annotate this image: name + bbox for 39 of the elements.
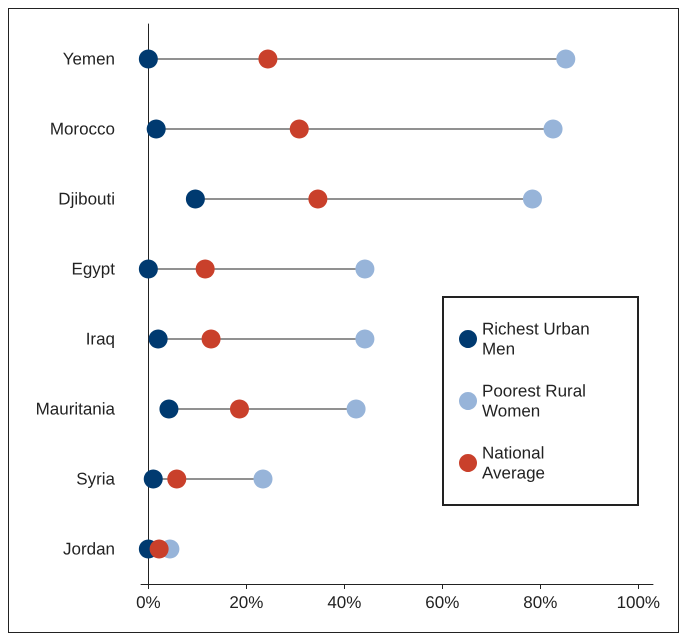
point [138, 260, 158, 278]
y-tick-label: Syria [76, 470, 116, 488]
y-tick-label: Iraq [86, 330, 115, 348]
point [556, 50, 576, 68]
x-tick-label: 40% [327, 593, 362, 612]
point [167, 470, 186, 488]
point [308, 190, 328, 208]
legend-label: Poorest Rural Women [482, 382, 591, 420]
y-tick-label: Djibouti [58, 190, 115, 208]
point [196, 260, 215, 278]
x-tick-label: 80% [523, 593, 558, 612]
point [138, 50, 158, 68]
point [150, 540, 169, 558]
point [202, 330, 221, 348]
x-tick-label: 100% [616, 593, 660, 612]
y-tick-label: Morocco [50, 120, 115, 138]
x-tick-label: 0% [136, 593, 161, 612]
y-tick-label: Yemen [62, 50, 115, 68]
x-tick-label: 60% [425, 593, 460, 612]
point [346, 400, 366, 418]
point [290, 120, 309, 138]
point [159, 400, 178, 418]
point [355, 330, 374, 348]
point [254, 470, 272, 488]
point [230, 400, 249, 418]
legend-label: Richest Urban Men [482, 320, 594, 358]
point [148, 330, 168, 348]
point [544, 120, 563, 138]
point [146, 120, 166, 138]
point [186, 190, 205, 208]
point [144, 470, 163, 488]
point [258, 50, 278, 68]
y-tick-label: Mauritania [36, 400, 116, 418]
x-tick-label: 20% [229, 593, 264, 612]
legend-label: National Average [482, 444, 550, 482]
point [522, 190, 542, 208]
y-tick-label: Egypt [72, 260, 116, 278]
y-tick-label: Jordan [63, 540, 115, 558]
point [355, 260, 374, 278]
